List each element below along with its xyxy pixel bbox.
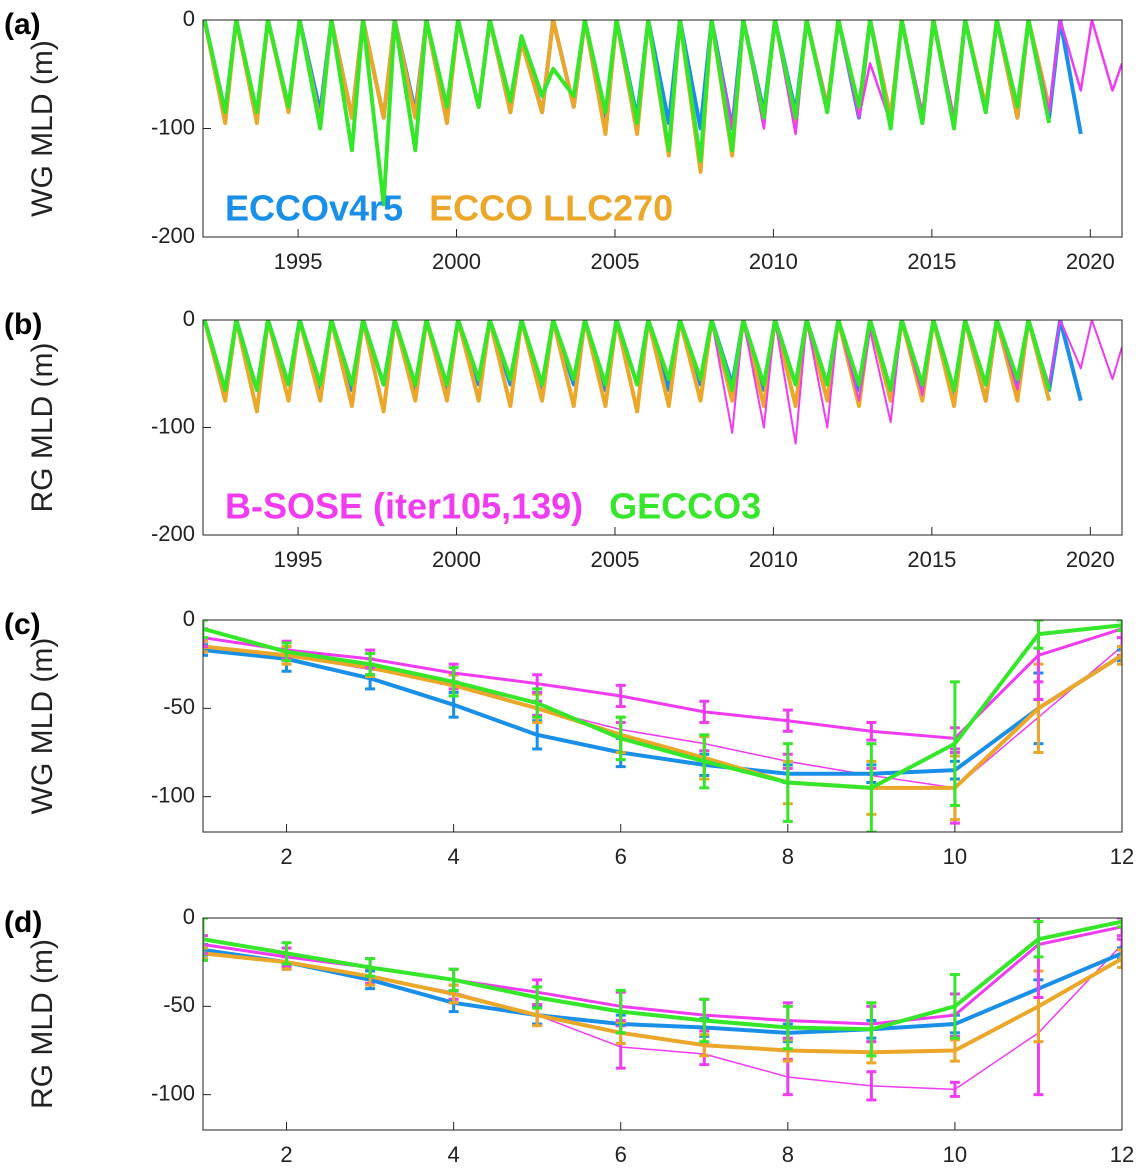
series-line [203,627,1122,740]
x-tick-label: 10 [943,844,967,869]
panel-label: (c) [4,608,41,641]
legend-entry: ECCOv4r5 [225,188,403,229]
y-tick-label: -100 [151,114,195,139]
x-tick-label: 2005 [590,249,639,274]
series-line [203,623,1122,790]
error-bar [1117,918,1122,938]
legend-entry: ECCO LLC270 [429,188,673,229]
series-line [203,320,1052,414]
axes-frame [202,917,1123,1131]
axes-frame [202,619,1123,833]
x-tick-label: 12 [1110,844,1134,869]
x-tick-label: 2 [280,844,292,869]
error-bar [1117,648,1122,663]
y-tick-label: 0 [183,904,195,929]
y-tick-label: -100 [151,1080,195,1105]
x-tick-label: 2000 [432,249,481,274]
x-tick-label: 1995 [274,547,323,572]
y-axis-label: WG MLD (m) [26,638,59,815]
axes-frame [202,19,1123,238]
x-tick-label: 2015 [907,547,956,572]
y-axis-label: RG MLD (m) [26,343,59,513]
x-tick-label: 2020 [1066,249,1115,274]
y-tick-label: -50 [163,992,195,1017]
error-bar [203,639,208,654]
y-tick-label: -100 [151,413,195,438]
series-line [710,320,1122,445]
panel-label: (a) [4,8,41,41]
error-bar [1117,645,1122,666]
series-line [203,645,1122,789]
x-tick-label: 2010 [749,547,798,572]
x-tick-label: 2 [280,1142,292,1167]
x-tick-label: 2005 [590,547,639,572]
plot-area [203,918,1122,1102]
panel-label: (d) [4,906,42,939]
y-tick-label: -100 [151,782,195,807]
y-tick-label: 0 [183,6,195,31]
x-tick-label: 10 [943,1142,967,1167]
x-tick-label: 8 [782,844,794,869]
legend-entry: B-SOSE (iter105,139) [225,486,583,527]
y-axis-label: RG MLD (m) [26,939,59,1109]
error-bar [1117,620,1122,633]
error-bar [203,934,208,955]
axes-frame [202,319,1123,536]
x-tick-label: 12 [1110,1142,1134,1167]
x-tick-label: 6 [615,1142,627,1167]
y-tick-label: 0 [183,606,195,631]
series-line [203,919,1122,1032]
x-tick-label: 4 [448,844,460,869]
y-tick-label: -50 [163,694,195,719]
series-line [203,20,1052,207]
series-line [203,947,1122,1035]
x-tick-label: 2020 [1066,547,1115,572]
error-bar [1117,620,1122,640]
series-line [203,20,1052,174]
x-tick-label: 4 [448,1142,460,1167]
x-tick-label: 8 [782,1142,794,1167]
series-line [203,648,1122,776]
error-bar [1117,918,1122,929]
legend-entry: GECCO3 [609,486,761,527]
series-line [203,644,1122,790]
error-bar [203,946,208,961]
x-tick-label: 2015 [907,249,956,274]
series-line [203,320,1052,392]
y-tick-label: 0 [183,306,195,331]
error-bar [203,643,208,657]
plot-area [203,20,1122,207]
x-tick-label: 1995 [274,249,323,274]
y-tick-label: -200 [151,521,195,546]
error-bar [203,620,208,640]
x-tick-label: 2010 [749,249,798,274]
series-line [203,951,1122,1055]
y-tick-label: -200 [151,223,195,248]
x-tick-label: 6 [615,844,627,869]
panel-label: (b) [4,308,42,341]
y-axis-label: WG MLD (m) [26,40,59,217]
x-tick-label: 2000 [432,547,481,572]
error-bar [203,918,208,962]
error-bar [1117,948,1122,969]
plot-area [203,320,1122,445]
plot-area [203,620,1122,832]
